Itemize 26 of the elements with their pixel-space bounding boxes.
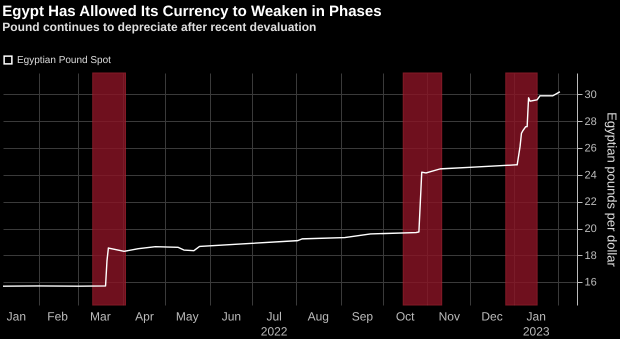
y-tick-label: 20 [584, 223, 597, 236]
y-tick-label: 28 [584, 116, 597, 128]
x-tick-label: Oct [396, 310, 416, 324]
x-tick-label: May [176, 310, 199, 324]
y-axis-title: Egyptian pounds per dollar [604, 112, 620, 268]
x-tick-label: Apr [135, 310, 154, 324]
x-tick-label: Jul 2022 [260, 310, 288, 338]
y-tick-label: 30 [584, 88, 597, 101]
x-tick-label: Nov [438, 310, 460, 324]
x-tick-label: Aug [308, 310, 329, 324]
x-tick-label: Jun [222, 310, 242, 324]
chart-title: Egypt Has Allowed Its Currency to Weaken in Phases [2, 3, 382, 20]
line-series [2, 91, 561, 287]
y-tick-label: 26 [584, 142, 597, 155]
x-tick-label: Dec [481, 310, 503, 324]
x-tick-label: Jan [6, 310, 26, 324]
chart-subtitle: Pound continues to depreciate after recent devaluation [2, 20, 316, 34]
x-tick-label: Feb [47, 310, 68, 324]
y-tick-label: 24 [584, 169, 597, 182]
y-tick-label: 16 [584, 276, 597, 289]
x-tick-label: Jan 2023 [522, 310, 550, 338]
y-tick-label: 18 [584, 250, 597, 262]
y-tick-label: 22 [584, 196, 597, 208]
legend-label: Egyptian Pound Spot [17, 55, 112, 66]
x-tick-label: Mar [90, 310, 111, 324]
x-tick-label: Sep [352, 310, 374, 324]
